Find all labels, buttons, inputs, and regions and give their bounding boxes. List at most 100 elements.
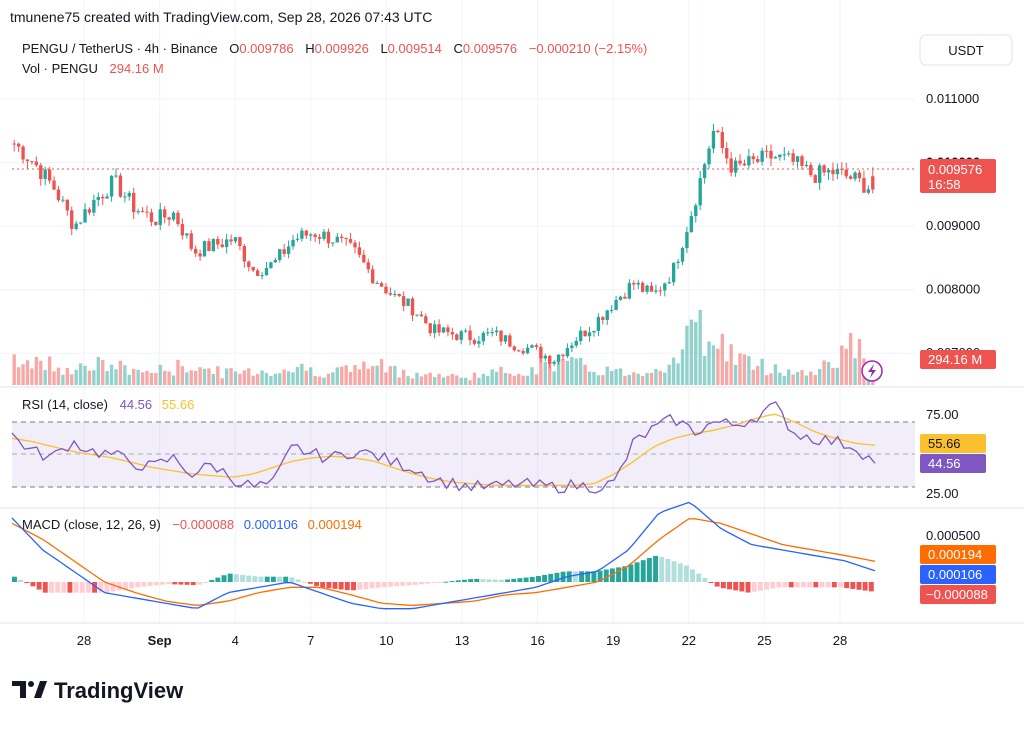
candle-body [565, 348, 570, 357]
volume-bar [286, 371, 291, 385]
candle-body [694, 205, 698, 217]
volume-bar [437, 373, 441, 385]
macd-histogram-bar [289, 577, 295, 582]
volume-bar [773, 364, 778, 385]
candle-body [521, 351, 525, 354]
volume-bar [756, 366, 760, 385]
candle-body [140, 211, 145, 213]
rsi-ma-badge [920, 434, 986, 453]
macd-histogram-bar [856, 582, 862, 590]
volume-bar [114, 369, 118, 385]
volume-bar [61, 374, 65, 385]
currency-label: USDT [948, 43, 983, 58]
candle-body [96, 196, 100, 200]
volume-bar [101, 360, 105, 385]
candle-body [760, 150, 764, 162]
candle-body [109, 175, 114, 197]
volume-bar [720, 333, 724, 385]
macd-signal-legend-value: 0.000194 [308, 517, 362, 532]
candle-body [437, 324, 441, 333]
volume-bar [592, 371, 596, 385]
volume-bar [747, 356, 751, 385]
volume-bar [760, 358, 764, 385]
macd-histogram-bar [831, 582, 837, 588]
macd-histogram-bar [196, 582, 202, 585]
time-axis-label: 25 [757, 633, 771, 648]
candle-body [441, 327, 446, 333]
volume-bar [167, 371, 171, 385]
macd-histogram-bar [320, 582, 326, 588]
volume-bar [238, 373, 242, 385]
candle-body [552, 361, 556, 364]
macd-histogram-bar [301, 581, 307, 583]
volume-bar [570, 357, 574, 385]
volume-bar [698, 310, 702, 385]
volume-bar [530, 367, 534, 385]
volume-bar [96, 356, 100, 385]
macd-histogram-bar [190, 582, 196, 586]
volume-bar [65, 367, 70, 385]
candle-body [561, 354, 565, 357]
macd-histogram-bar [42, 582, 48, 593]
candle-body [371, 269, 375, 284]
volume-bar [149, 373, 154, 385]
macd-histogram-bar [55, 582, 61, 593]
macd-signal-badge-value: 0.000194 [928, 547, 982, 562]
volume-bar [269, 376, 273, 385]
candle-body [317, 236, 322, 239]
close-label: C [454, 41, 463, 56]
candle-body [583, 330, 587, 337]
macd-histogram [12, 555, 874, 593]
candle-body [450, 332, 455, 335]
candle-body [229, 239, 233, 242]
macd-histogram-bar [73, 582, 79, 593]
candle-body [543, 355, 547, 359]
candle-body [211, 239, 216, 252]
candle-body [344, 238, 348, 240]
volume-bar [694, 322, 698, 385]
candle-body [207, 241, 211, 252]
legend-ohlc: PENGU / TetherUS · 4h · Binance O0.00978… [22, 41, 647, 56]
volume-bar [291, 372, 295, 385]
macd-histogram-bar [418, 582, 424, 585]
candle-body [840, 168, 844, 170]
macd-histogram-bar [240, 574, 246, 582]
candle-body [632, 283, 636, 285]
candle-body [534, 345, 539, 347]
volume-value: 294.16 M [109, 61, 163, 76]
candle-body [158, 209, 162, 225]
volume-bar [831, 368, 835, 385]
volume-bar [561, 358, 565, 385]
time-axis-label: 4 [232, 633, 239, 648]
low-value: 0.009514 [388, 41, 442, 56]
macd-histogram-bar [745, 582, 751, 593]
volume-bar [295, 366, 300, 385]
volume-bar [486, 375, 490, 385]
macd-histogram-bar [233, 574, 239, 582]
candle-body [216, 239, 220, 245]
candle-body [34, 161, 39, 166]
candle-body [592, 330, 596, 333]
macd-histogram-bar [844, 582, 850, 589]
time-axis-label: 19 [606, 633, 620, 648]
currency-button[interactable] [919, 34, 1013, 66]
candlesticks [12, 123, 875, 369]
macd-histogram-bar [431, 582, 437, 583]
volume-bar [742, 354, 747, 385]
macd-histogram-bar [85, 582, 91, 593]
volume-bar [118, 360, 123, 385]
volume-bar [463, 377, 468, 385]
candle-body [685, 232, 689, 249]
volume-bar [446, 375, 450, 385]
volume-bar [826, 362, 831, 385]
volume-bar [300, 363, 304, 385]
volume-bar [618, 368, 623, 385]
candle-body [56, 189, 61, 201]
candle-body [198, 253, 202, 257]
macd-histogram-bar [505, 579, 511, 582]
volume-bar [689, 319, 694, 385]
volume-bar [534, 374, 539, 385]
candle-body [176, 212, 180, 225]
macd-histogram-bar [554, 572, 560, 582]
